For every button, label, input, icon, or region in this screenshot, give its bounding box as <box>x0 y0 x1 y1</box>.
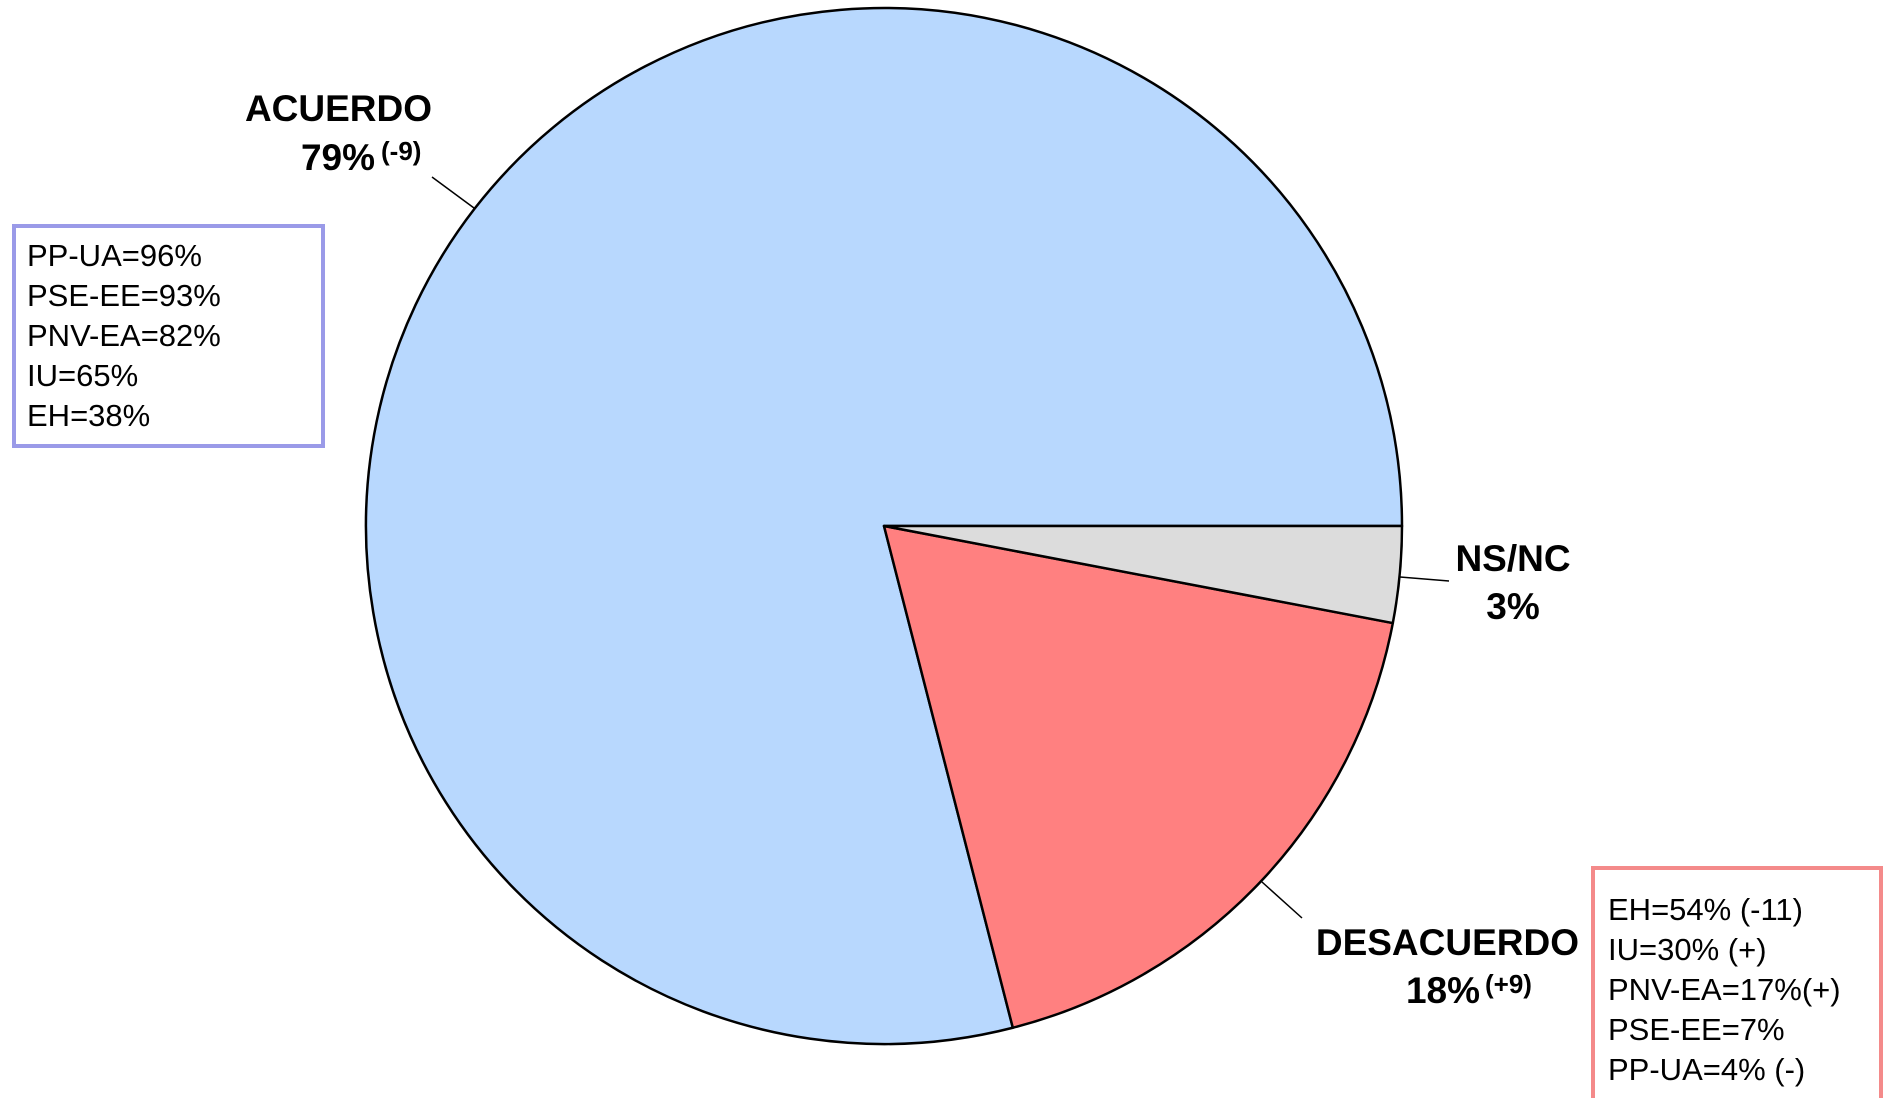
slice-label-desacuerdo: DESACUERDO <box>1316 922 1579 963</box>
breakdown-line: IU=30% (+) <box>1608 932 1767 967</box>
breakdown-line: PP-UA=96% <box>27 238 202 273</box>
breakdown-line: IU=65% <box>27 358 139 393</box>
slice-label-acuerdo: ACUERDO <box>245 88 432 129</box>
leader-lines <box>431 176 1450 919</box>
slice-value-nsnc: 3% <box>1486 586 1539 627</box>
slice-change-acuerdo: (-9) <box>381 136 421 166</box>
breakdown-line: PP-UA=4% (-) <box>1608 1052 1806 1087</box>
slice-value-desacuerdo: 18% <box>1406 970 1480 1011</box>
pie-slices <box>364 6 1404 1046</box>
breakdown-line: PNV-EA=17%(+) <box>1608 972 1841 1007</box>
leader-line-acuerdo <box>431 176 475 209</box>
leader-line-desacuerdo <box>1261 881 1303 919</box>
breakdown-line: EH=38% <box>27 398 151 433</box>
slice-value-acuerdo: 79% <box>301 137 375 178</box>
leader-line-nsnc <box>1399 576 1450 582</box>
pie-slice-desacuerdo <box>882 524 1395 1029</box>
acuerdo-breakdown-box: PP-UA=96% PSE-EE=93% PNV-EA=82% IU=65% E… <box>12 224 325 448</box>
pie-slice-ns-nc <box>882 524 1404 625</box>
breakdown-line: PSE-EE=93% <box>27 278 221 313</box>
slice-change-desacuerdo: (+9) <box>1485 969 1532 999</box>
pie-slice-acuerdo <box>364 6 1404 1046</box>
desacuerdo-breakdown-box: EH=54% (-11) IU=30% (+) PNV-EA=17%(+) PS… <box>1591 866 1883 1098</box>
breakdown-line: EH=54% (-11) <box>1608 892 1803 927</box>
slice-label-nsnc: NS/NC <box>1455 538 1570 579</box>
breakdown-line: PNV-EA=82% <box>27 318 221 353</box>
breakdown-line: PSE-EE=7% <box>1608 1012 1785 1047</box>
